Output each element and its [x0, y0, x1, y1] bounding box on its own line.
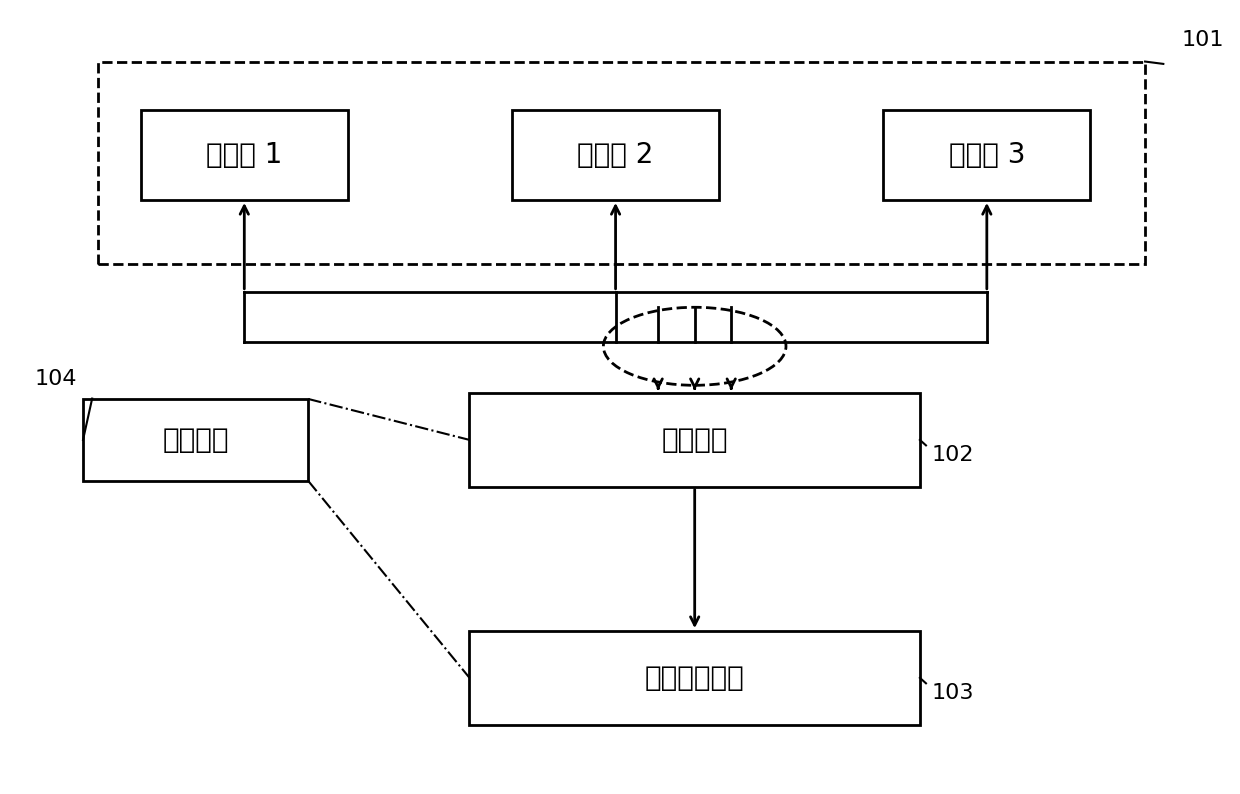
Text: 摄像头 1: 摄像头 1 [206, 141, 283, 169]
Text: 102: 102 [932, 445, 975, 464]
Text: 摄像头 2: 摄像头 2 [578, 141, 653, 169]
Bar [470, 393, 920, 487]
Text: 101: 101 [1182, 30, 1224, 50]
Bar [883, 110, 1090, 200]
Text: 数据总线: 数据总线 [162, 426, 229, 454]
Bar [83, 399, 309, 481]
Bar [470, 631, 920, 725]
Bar [98, 62, 1145, 264]
Text: 摄像头 3: 摄像头 3 [949, 141, 1025, 169]
Bar [512, 110, 719, 200]
Bar [141, 110, 347, 200]
Text: 104: 104 [35, 369, 78, 389]
Text: 信号灯控制器: 信号灯控制器 [645, 664, 744, 692]
Text: 计算模块: 计算模块 [661, 426, 728, 454]
Text: 103: 103 [932, 683, 975, 703]
